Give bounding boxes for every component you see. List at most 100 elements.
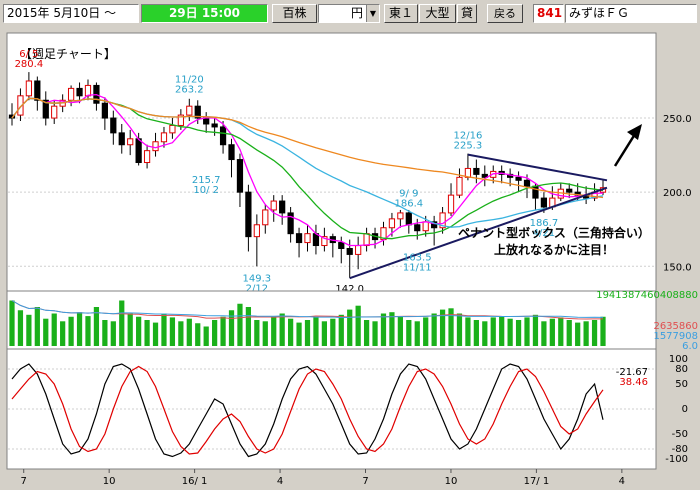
volume-bar	[262, 321, 268, 346]
volume-bar	[178, 321, 184, 346]
candle	[397, 212, 404, 220]
price-annotation-date: 11/20	[175, 74, 204, 85]
volume-bar	[34, 307, 40, 346]
price-annotation-value: 186.7	[530, 218, 559, 229]
x-tick-label: 7	[21, 476, 27, 487]
candle	[194, 105, 201, 119]
candle	[143, 150, 151, 164]
price-annotation-value: 263.2	[175, 84, 204, 95]
candle	[447, 194, 455, 214]
volume-bar	[566, 320, 572, 346]
volume-bar	[363, 320, 370, 346]
date-range-field[interactable]: 2015年 5月10日 ～	[3, 4, 139, 23]
candle	[338, 242, 345, 249]
end-date-field[interactable]: 29日 15:00	[141, 4, 268, 23]
currency-value: 円	[350, 6, 363, 20]
candle	[169, 124, 176, 134]
volume-bar	[406, 320, 412, 346]
candle	[177, 114, 184, 126]
oscillator-tick-label: 0	[682, 404, 688, 415]
volume-bar	[85, 316, 91, 346]
candle	[127, 138, 134, 146]
volume-bar	[76, 312, 83, 346]
stock-code-field[interactable]: 8411	[533, 4, 564, 23]
volume-bar	[43, 318, 49, 346]
x-axis: 7 10 16/ 1 4 7 10 17/ 1 4	[21, 469, 625, 487]
price-annotation-value: 280.4	[15, 59, 44, 70]
volume-bar	[195, 323, 201, 346]
candle	[25, 80, 33, 97]
volume-bar	[507, 318, 513, 346]
oscillator-fast-line	[11, 363, 604, 458]
dropdown-arrow-icon[interactable]: ▼	[366, 5, 379, 22]
volume-label-4: 6.0	[682, 341, 698, 352]
volume-bar	[338, 314, 344, 346]
x-tick-label: 16/ 1	[182, 476, 208, 487]
volume-bar	[9, 300, 15, 346]
candle	[34, 80, 41, 101]
price-annotation-date: 10/ 2	[193, 185, 219, 196]
volume-bar	[389, 312, 395, 346]
x-tick-label: 4	[277, 476, 283, 487]
volume-bar	[575, 322, 581, 346]
price-annotation-value: 225.3	[454, 141, 483, 152]
volume-bar	[499, 316, 505, 346]
volume-bar	[60, 321, 66, 346]
candle	[219, 126, 227, 146]
volume-bar	[558, 317, 564, 346]
breakout-arrow-shaft	[613, 133, 637, 167]
volume-bar	[448, 308, 454, 346]
volume-bar	[203, 326, 209, 346]
candle	[279, 200, 286, 214]
volume-bar	[26, 314, 32, 346]
price-annotation-date: 4/21	[533, 228, 555, 239]
volume-bar	[347, 309, 353, 346]
candle	[84, 84, 92, 97]
candle	[262, 209, 269, 226]
candle	[304, 233, 311, 244]
volume-bar	[17, 310, 24, 346]
volume-panel: 1941387460408880 2635860 1577908 6.0	[6, 290, 698, 352]
candle	[203, 117, 210, 125]
volume-bar	[51, 313, 57, 346]
x-tick-label: 17/ 1	[524, 476, 550, 487]
volume-bar	[439, 309, 446, 346]
volume-bar	[296, 322, 302, 346]
volume-average-long	[11, 300, 604, 319]
price-annotation-value: 149.3	[243, 273, 272, 284]
price-tick-label: 250.0	[663, 114, 692, 125]
volume-bar	[212, 320, 218, 346]
oscillator-tick-label: 100	[669, 354, 688, 365]
volume-bar	[144, 320, 150, 346]
volume-bar	[372, 321, 378, 346]
price-annotation-date: 12/16	[454, 131, 483, 142]
candle	[422, 221, 429, 232]
oscillator-value-1: -21.67	[616, 367, 648, 378]
candle	[540, 197, 548, 208]
volume-bar	[456, 313, 463, 346]
oscillator-value-2: 38.46	[619, 377, 648, 388]
volume-bar	[271, 316, 277, 346]
candle	[101, 102, 108, 119]
candle	[135, 138, 142, 164]
candle	[515, 176, 522, 181]
volume-bar	[68, 316, 74, 346]
candle	[270, 200, 277, 211]
resistance-trendline	[467, 153, 608, 182]
candle	[414, 224, 421, 232]
breakout-arrow-head	[627, 124, 642, 140]
candle	[346, 247, 353, 255]
volume-bar	[431, 313, 437, 346]
currency-select[interactable]: 円 ▼	[318, 4, 380, 23]
candle	[110, 117, 117, 134]
volume-bar	[515, 320, 522, 346]
candle	[388, 218, 396, 229]
x-tick-label: 4	[619, 476, 625, 487]
oscillator-tick-label: 80	[675, 364, 688, 375]
oscillator-slow-line	[11, 365, 604, 455]
volume-bar	[161, 313, 167, 346]
back-button[interactable]: 戻る	[487, 4, 523, 23]
